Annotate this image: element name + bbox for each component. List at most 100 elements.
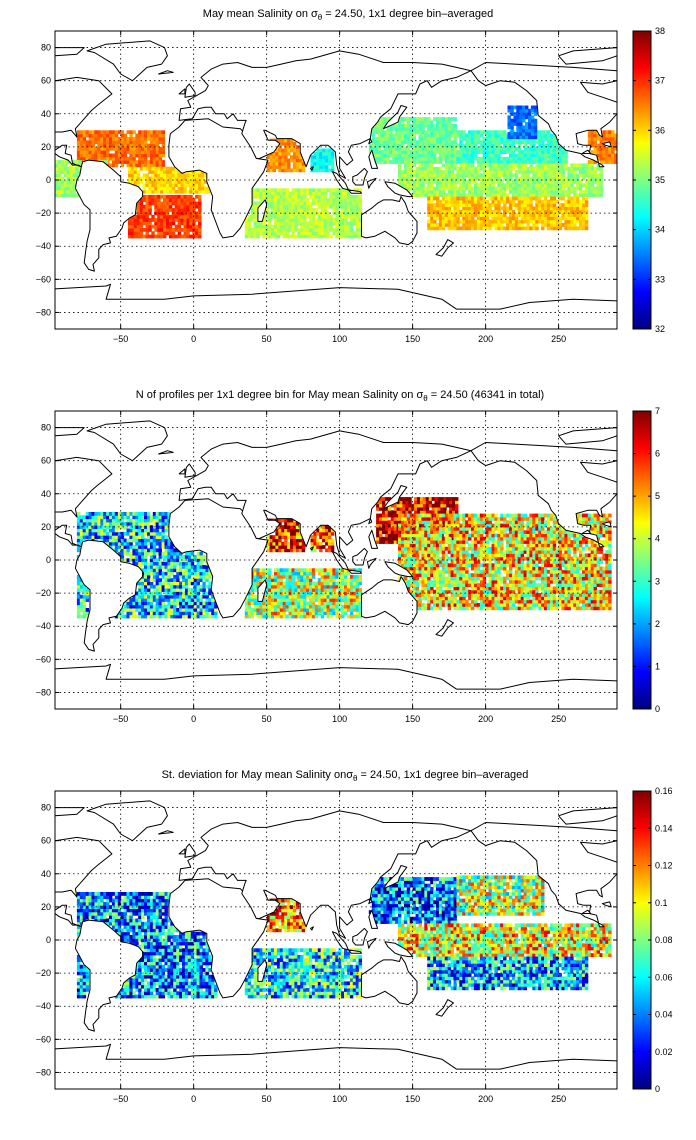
landmass-25	[601, 521, 612, 528]
landmass-18	[184, 463, 196, 478]
landmass-18	[184, 83, 196, 98]
landmass-1	[55, 456, 113, 518]
colorbar-tick-label: 3	[655, 576, 660, 586]
y-tick-label: −80	[36, 1067, 51, 1077]
y-tick-label: 80	[41, 423, 51, 433]
x-tick-label: 250	[551, 334, 566, 344]
region-south-atlantic-subtropics	[128, 194, 202, 239]
landmass-23	[470, 442, 617, 548]
x-tick-label: 0	[191, 1094, 196, 1104]
y-tick-label: 40	[41, 489, 51, 499]
landmass-16	[310, 546, 314, 551]
colorbar: 32 33 34 35 36 37 38	[632, 26, 665, 334]
colorbar-tick-label: 0.02	[655, 1047, 673, 1057]
y-tick-label: 60	[41, 836, 51, 846]
region-south-indian-ocean	[244, 948, 362, 999]
y-tick-label: −20	[36, 208, 51, 218]
landmass-2	[55, 524, 144, 652]
colorbar-tick-label: 0.16	[655, 786, 673, 796]
y-tick-label: 20	[41, 142, 51, 152]
y-tick-label: 40	[41, 109, 51, 119]
region-arabian-sea	[266, 518, 306, 553]
y-tick-label: 80	[41, 803, 51, 813]
colorbar-scale	[632, 410, 652, 710]
colorbar-tick-label: 6	[655, 449, 660, 459]
landmass-17	[435, 619, 454, 637]
landmass-11	[366, 177, 377, 189]
x-tick-label: 100	[332, 714, 347, 724]
y-tick-label: −80	[36, 687, 51, 697]
landmass-23	[470, 62, 617, 168]
y-tick-label: 0	[46, 175, 51, 185]
colorbar-tick-label: 0	[655, 1084, 660, 1094]
landmass-25	[601, 901, 612, 908]
x-tick-label: 50	[262, 334, 272, 344]
landmass-22	[55, 283, 617, 329]
colorbar-tick-label: 35	[655, 175, 665, 185]
region-western-north-pacific	[368, 117, 457, 164]
region-northeast-pacific	[507, 105, 538, 140]
y-tick-label: −20	[36, 588, 51, 598]
colorbar-tick-label: 0.06	[655, 972, 673, 982]
colorbar-tick-label: 1	[655, 661, 660, 671]
colorbar-tick-label: 36	[655, 125, 665, 135]
heatmap-cells	[76, 875, 612, 999]
y-tick-label: 60	[41, 456, 51, 466]
colorbar-tick-label: 0	[655, 704, 660, 714]
grid	[55, 31, 617, 329]
heatmap-cells	[76, 497, 612, 619]
landmass-26	[581, 909, 592, 914]
landmass-25	[601, 141, 612, 148]
landmass-12	[368, 529, 379, 549]
colorbar-tick-label: 32	[655, 324, 665, 334]
landmass-26	[581, 149, 592, 154]
colorbar-tick-label: 4	[655, 534, 660, 544]
landmass-18	[184, 843, 196, 858]
landmass-10	[352, 167, 368, 186]
landmass-13	[382, 485, 408, 510]
region-north-atlantic-east-wrap-	[587, 130, 617, 164]
y-tick-label: −60	[36, 1034, 51, 1044]
landmass-7	[384, 561, 414, 578]
landmass-20	[158, 450, 174, 455]
x-tick-label: −50	[113, 714, 128, 724]
landmass-20	[158, 830, 174, 835]
landmass-19	[178, 848, 186, 855]
colorbar-tick-label: 0.1	[655, 898, 668, 908]
y-tick-label: 20	[41, 522, 51, 532]
x-tick-label: 50	[262, 714, 272, 724]
region-south-pacific-subtropics	[427, 196, 589, 231]
colorbar: 0 0.02 0.04 0.06 0.08 0.1 0.12 0.14 0.16	[632, 786, 673, 1094]
y-tick-label: −40	[36, 621, 51, 631]
y-tick-label: −40	[36, 241, 51, 251]
landmass-5	[178, 430, 472, 559]
chart-title: N of profiles per 1x1 degree bin for May…	[136, 389, 544, 403]
region-equatorial-atlantic	[128, 166, 211, 194]
colorbar-tick-label: 0.12	[655, 861, 673, 871]
landmass-11	[366, 937, 377, 949]
region-western-north-pacific	[368, 877, 457, 924]
landmass-1	[55, 76, 113, 138]
landmass-15	[257, 199, 268, 222]
landmass-14	[368, 898, 373, 905]
landmass-24	[558, 807, 617, 825]
landmass-9	[347, 949, 362, 954]
landmass-6	[361, 196, 418, 246]
y-tick-label: −20	[36, 968, 51, 978]
landmass-19	[178, 468, 186, 475]
x-tick-label: 150	[405, 1094, 420, 1104]
chart-panel-1: May mean Salinity on σθ = 24.50, 1x1 deg…	[36, 8, 665, 344]
region-atlantic	[76, 892, 218, 999]
landmass-6	[361, 956, 418, 1006]
colorbar-tick-label: 5	[655, 491, 660, 501]
x-tick-label: 100	[332, 334, 347, 344]
x-tick-label: 200	[478, 334, 493, 344]
landmass-15	[257, 959, 268, 982]
y-tick-label: 80	[41, 43, 51, 53]
x-tick-label: 200	[478, 1094, 493, 1104]
landmass-21	[55, 807, 85, 817]
landmass-13	[382, 865, 408, 890]
y-tick-label: 40	[41, 869, 51, 879]
y-tick-label: 0	[46, 555, 51, 565]
grid	[55, 791, 617, 1089]
